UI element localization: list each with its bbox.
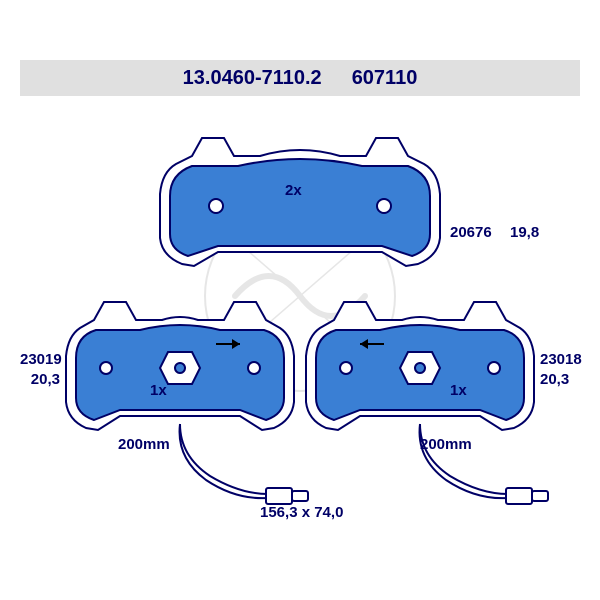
short-code: 607110 (352, 67, 418, 90)
right-thk: 20,3 (540, 371, 569, 388)
dimensions: 156,3 x 74,0 (260, 504, 343, 521)
right-ref: 23018 (540, 351, 582, 368)
right-pad (306, 302, 548, 504)
part-number: 13.0460-7110.2 (183, 67, 322, 90)
left-thk: 20,3 (20, 371, 60, 388)
diagram-svg (20, 96, 580, 540)
top-pad (160, 138, 440, 266)
right-wire: 200mm (420, 436, 472, 453)
title-bar: 13.0460-7110.2 607110 (20, 60, 580, 96)
left-wire: 200mm (118, 436, 170, 453)
left-qty: 1x (150, 382, 167, 399)
top-ref: 20676 (450, 224, 492, 241)
left-ref: 23019 (20, 351, 60, 368)
right-qty: 1x (450, 382, 467, 399)
top-qty: 2x (285, 182, 302, 199)
left-pad (66, 302, 308, 504)
diagram-container: 13.0460-7110.2 607110 (20, 60, 580, 540)
top-thk: 19,8 (510, 224, 539, 241)
diagram-area: 2x 20676 19,8 1x 23019 20,3 200mm 1x 230… (20, 96, 580, 540)
